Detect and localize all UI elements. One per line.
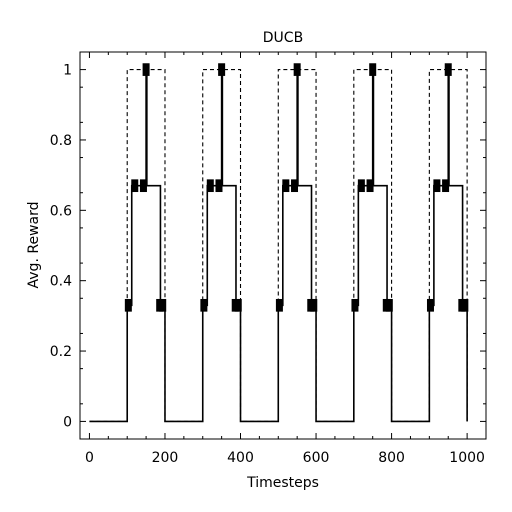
error-bar-18 [351,298,359,312]
error-bars [124,63,469,312]
error-bar-17 [310,298,318,312]
error-bar-11 [234,298,242,312]
y-tick-label: 0.4 [50,274,72,290]
y-tick-label: 1 [63,63,72,79]
y-tick-label: 0.8 [50,133,72,149]
x-axis-label: Timesteps [246,475,319,491]
error-bar-0 [124,298,132,312]
error-bar-20 [366,179,374,193]
y-tick-label: 0.2 [50,344,72,360]
tick-labels: 0 200 400 600 800 1000 0 0.2 0.4 0.6 0.8 1 [50,63,485,466]
error-bar-15 [293,63,301,76]
error-bar-1 [131,179,139,193]
error-bar-7 [206,179,214,193]
error-bar-24 [426,298,434,312]
plot-frame [79,51,487,440]
axis-ticks [80,52,486,439]
error-bar-26 [442,179,450,193]
error-bar-2 [139,179,147,193]
error-bar-27 [444,63,452,76]
series-layer [89,68,468,423]
x-tick-label: 800 [378,450,405,466]
error-bar-19 [357,179,365,193]
chart-title: DUCB [263,30,303,46]
y-tick-label: 0.6 [50,203,72,219]
error-bar-6 [200,298,208,312]
x-tick-label: 400 [227,450,254,466]
x-tick-label: 0 [85,450,94,466]
error-bar-5 [159,298,167,312]
error-bar-23 [385,298,393,312]
error-bar-3 [142,63,150,76]
error-bar-12 [275,298,283,312]
error-bar-9 [218,63,226,76]
x-tick-label: 1000 [449,450,485,466]
error-bar-29 [461,298,469,312]
error-bar-8 [215,179,223,193]
x-tick-label: 600 [303,450,330,466]
error-bar-21 [369,63,377,76]
error-bar-25 [433,179,441,193]
error-bar-14 [291,179,299,193]
series-line-dashed [89,69,468,422]
y-axis-label: Avg. Reward [26,202,42,289]
error-bar-13 [282,179,290,193]
y-tick-label: 0 [63,414,72,430]
x-tick-label: 200 [152,450,179,466]
